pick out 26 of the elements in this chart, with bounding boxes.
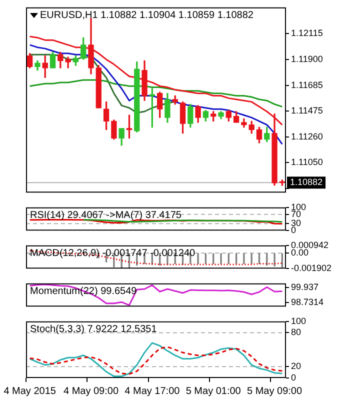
candlestick — [65, 56, 71, 68]
y-tick-label: 20 — [291, 361, 302, 372]
chart-title: EURUSD,H1 1.10882 1.10904 1.10859 1.10882 — [40, 10, 254, 22]
y-tick-label: 0.000942 — [291, 240, 329, 250]
y-tick-label: -0.001902 — [291, 263, 332, 274]
y-tick-label: 0 — [291, 225, 296, 236]
y-tick-label: 1.11685 — [291, 80, 323, 90]
y-tick-label: 1.11050 — [291, 156, 323, 167]
chart-title: Stoch(5,3,3) 7.9222 12.5351 — [30, 324, 158, 336]
y-tick-label: 0.00 — [291, 248, 309, 258]
y-tick-label: 1.11900 — [291, 54, 323, 64]
y-tick-label: 1.12115 — [291, 28, 323, 38]
y-tick-label: 100 — [291, 316, 306, 326]
ref-line-label: 1.10882 — [290, 177, 323, 188]
x-tick-label: 4 May 2015 — [4, 386, 56, 397]
y-tick-label: 80 — [291, 327, 302, 338]
chart-title: RSI(14) 29.4067 ->MA(7) 37.4175 — [30, 210, 182, 222]
x-tick-label: 4 May 09:00 — [63, 386, 119, 397]
x-tick-label: 5 May 01:00 — [186, 386, 242, 397]
y-tick-label: 1.11475 — [291, 105, 323, 116]
y-tick-label: 99.937 — [291, 282, 319, 292]
y-tick-label: 1.11260 — [291, 131, 323, 142]
x-tick-label: 4 May 17:00 — [124, 386, 180, 397]
y-tick-label: 98.7314 — [291, 297, 324, 308]
y-tick-label: 0 — [291, 372, 296, 382]
x-tick-label: 5 May 09:00 — [247, 386, 302, 397]
